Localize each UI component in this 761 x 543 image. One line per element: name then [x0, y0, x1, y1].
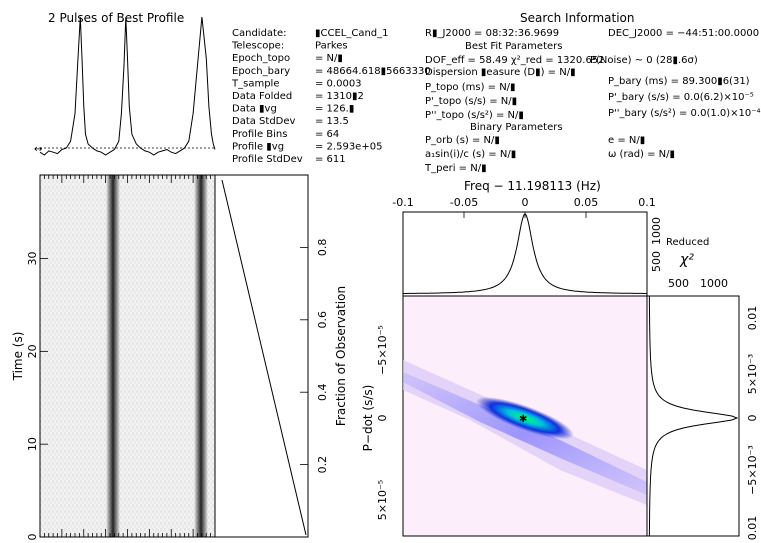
diag-band-inner	[403, 372, 647, 495]
time-phase-frame	[39, 174, 216, 538]
ecc-value: e = N/▮	[608, 135, 645, 146]
profile-plot: ↔	[34, 16, 216, 156]
time-axis-label: Time (s)	[11, 332, 25, 382]
frac-tick-label: 0.2	[316, 456, 329, 474]
fdot-ytick-5: 0.01	[746, 516, 759, 541]
time-ytick-label: 0	[26, 534, 39, 541]
fdot-ytick-4: −5×10⁻³	[746, 445, 759, 495]
fraction-ticks: 0.2 0.4 0.6 0.8	[300, 239, 329, 474]
fdot-ytick-3: 0	[746, 415, 759, 422]
frac-tick-label: 0.4	[316, 383, 329, 401]
info-val-8: = 64	[315, 129, 339, 140]
freq-chi2-plot: -0.1 -0.05 0 0.05 0.1	[392, 196, 656, 297]
time-ytick-label: 30	[26, 252, 39, 266]
time-ytick-label: 20	[26, 344, 39, 358]
freq-xtick-label: 0.1	[638, 196, 656, 209]
freq-chi2-ytick-1000: 1000	[650, 217, 663, 245]
info-key-8: Profile Bins	[232, 129, 287, 140]
best-fit-marker-icon: ✱	[519, 414, 527, 425]
cumulative-line	[221, 179, 307, 536]
pdot-ytick-zero: 0	[376, 415, 389, 422]
fdot-ytick-1: 0.01	[746, 306, 759, 331]
pdot-topo-value: P'_topo (s/s) = N/▮	[425, 96, 517, 107]
info-key-3: Epoch_bary	[232, 66, 290, 77]
dec-value: DEC_J2000 = −44:51:00.0000	[608, 28, 759, 39]
porb-value: P_orb (s) = N/▮	[425, 135, 500, 146]
time-phase-xticks	[39, 175, 216, 537]
profile-errorbar-icon: ↔	[34, 144, 42, 155]
pdot-chi2-curve	[648, 296, 739, 536]
chi2-tick-500: 500	[668, 277, 689, 290]
best-fit-title: Best Fit Parameters	[465, 41, 562, 52]
fdot-ytick-2: 5×10⁻³	[746, 354, 759, 394]
pdot-bary-value: P'_bary (s/s) = 0.0(6.2)×10⁻⁵	[608, 92, 754, 103]
dm-value: Dispersion ▮easure (D▮) = N/▮	[425, 67, 576, 78]
pnoise-value: P(Noise) ~ 0 (28▮.6σ)	[590, 55, 698, 66]
info-val-6: = 126.▮	[315, 104, 354, 115]
pddot-bary-value: P''_bary (s/s²) = 0.0(1.0)×10⁻⁴	[608, 108, 761, 119]
chi2-hotspot	[475, 396, 575, 440]
chi2-label: χ²	[679, 252, 694, 268]
asini-value: a₁sin(i)/c (s) = N/▮	[425, 149, 516, 160]
info-key-2: Epoch_topo	[232, 53, 290, 64]
info-key-7: Data StdDev	[232, 116, 296, 127]
freq-chi2-ytick-500: 500	[650, 251, 663, 272]
time-phase-yticks: 0 10 20 30	[26, 252, 48, 541]
binary-title: Binary Parameters	[470, 122, 563, 133]
freq-xtick-label: -0.1	[392, 196, 413, 209]
freq-axis-label: Freq − 11.198113 (Hz)	[464, 179, 601, 193]
pdot-axis-label: P−dot (s/s)	[361, 385, 375, 452]
info-key-9: Profile ▮vg	[232, 141, 284, 152]
frac-tick-label: 0.8	[316, 239, 329, 257]
pdot-freq-plot: ✱ −5×10⁻⁵ 0 5×10⁻⁵ P−dot (s/s)	[361, 295, 648, 537]
pulse-band-2	[194, 175, 208, 537]
pdot-ytick-pos: 5×10⁻⁵	[376, 480, 389, 520]
time-ytick-label: 10	[26, 437, 39, 451]
info-val-7: = 13.5	[315, 116, 349, 127]
freq-xtick-label: -0.05	[450, 196, 478, 209]
freq-xtick-label: 0	[522, 196, 529, 209]
pulse-band-1	[106, 175, 120, 537]
info-key-0: Candidate:	[232, 28, 287, 39]
profile-title: 2 Pulses of Best Profile	[48, 11, 184, 25]
info-val-2: = N/▮	[315, 53, 343, 64]
info-val-0: ▮CCEL_Cand_1	[315, 28, 389, 39]
info-val-1: Parkes	[315, 41, 348, 52]
tperi-value: T_peri = N/▮	[424, 163, 487, 174]
info-val-3: = 48664.618▮5663330	[315, 66, 431, 77]
pbary-value: P_bary (ms) = 89.300▮6(31)	[608, 76, 750, 87]
info-key-6: Data ▮vg	[232, 104, 277, 115]
pdot-chi2-frame	[646, 295, 740, 537]
info-val-9: = 2.593e+05	[315, 141, 382, 152]
pddot-topo-value: P''_topo (s/s²) = N/▮	[425, 110, 524, 121]
chi2-tick-1000: 1000	[700, 277, 728, 290]
freq-xtick-label: 0.05	[574, 196, 599, 209]
cumulative-plot: 0.2 0.4 0.6 0.8 Fraction of Observation	[214, 174, 348, 538]
time-phase-plot: 0 10 20 30 Time (s)	[11, 174, 216, 541]
info-key-10: Profile StdDev	[232, 154, 303, 165]
freq-chi2-frame	[402, 211, 648, 297]
ptopo-value: P_topo (ms) = N/▮	[425, 82, 516, 93]
info-key-1: Telescope:	[231, 41, 284, 52]
candidate-info: Candidate: ▮CCEL_Cand_1 Telescope: Parkes Ep…	[231, 28, 431, 165]
info-val-4: = 0.0003	[315, 78, 362, 89]
pdot-ytick-neg: −5×10⁻⁵	[376, 325, 389, 375]
fraction-axis-label: Fraction of Observation	[334, 286, 348, 426]
search-info-title: Search Information	[520, 11, 635, 25]
profile-curve	[39, 16, 216, 156]
reduced-label: Reduced	[666, 237, 709, 248]
info-key-5: Data Folded	[232, 91, 292, 102]
info-val-10: = 611	[315, 154, 346, 165]
info-key-4: T_sample	[231, 78, 279, 89]
frac-tick-label: 0.6	[316, 311, 329, 329]
info-val-5: = 1310▮2	[315, 91, 364, 102]
freq-xticks: -0.1 -0.05 0 0.05 0.1	[392, 196, 656, 218]
ra-value: R▮_J2000 = 08:32:36.9699	[425, 28, 559, 39]
dof-chi2: DOF_eff = 58.49 χ²_red = 1320.652	[425, 55, 605, 66]
pdot-chi2-plot: 0.01 5×10⁻³ 0 −5×10⁻³ 0.01	[646, 295, 759, 541]
omega-value: ω (rad) = N/▮	[608, 149, 675, 160]
